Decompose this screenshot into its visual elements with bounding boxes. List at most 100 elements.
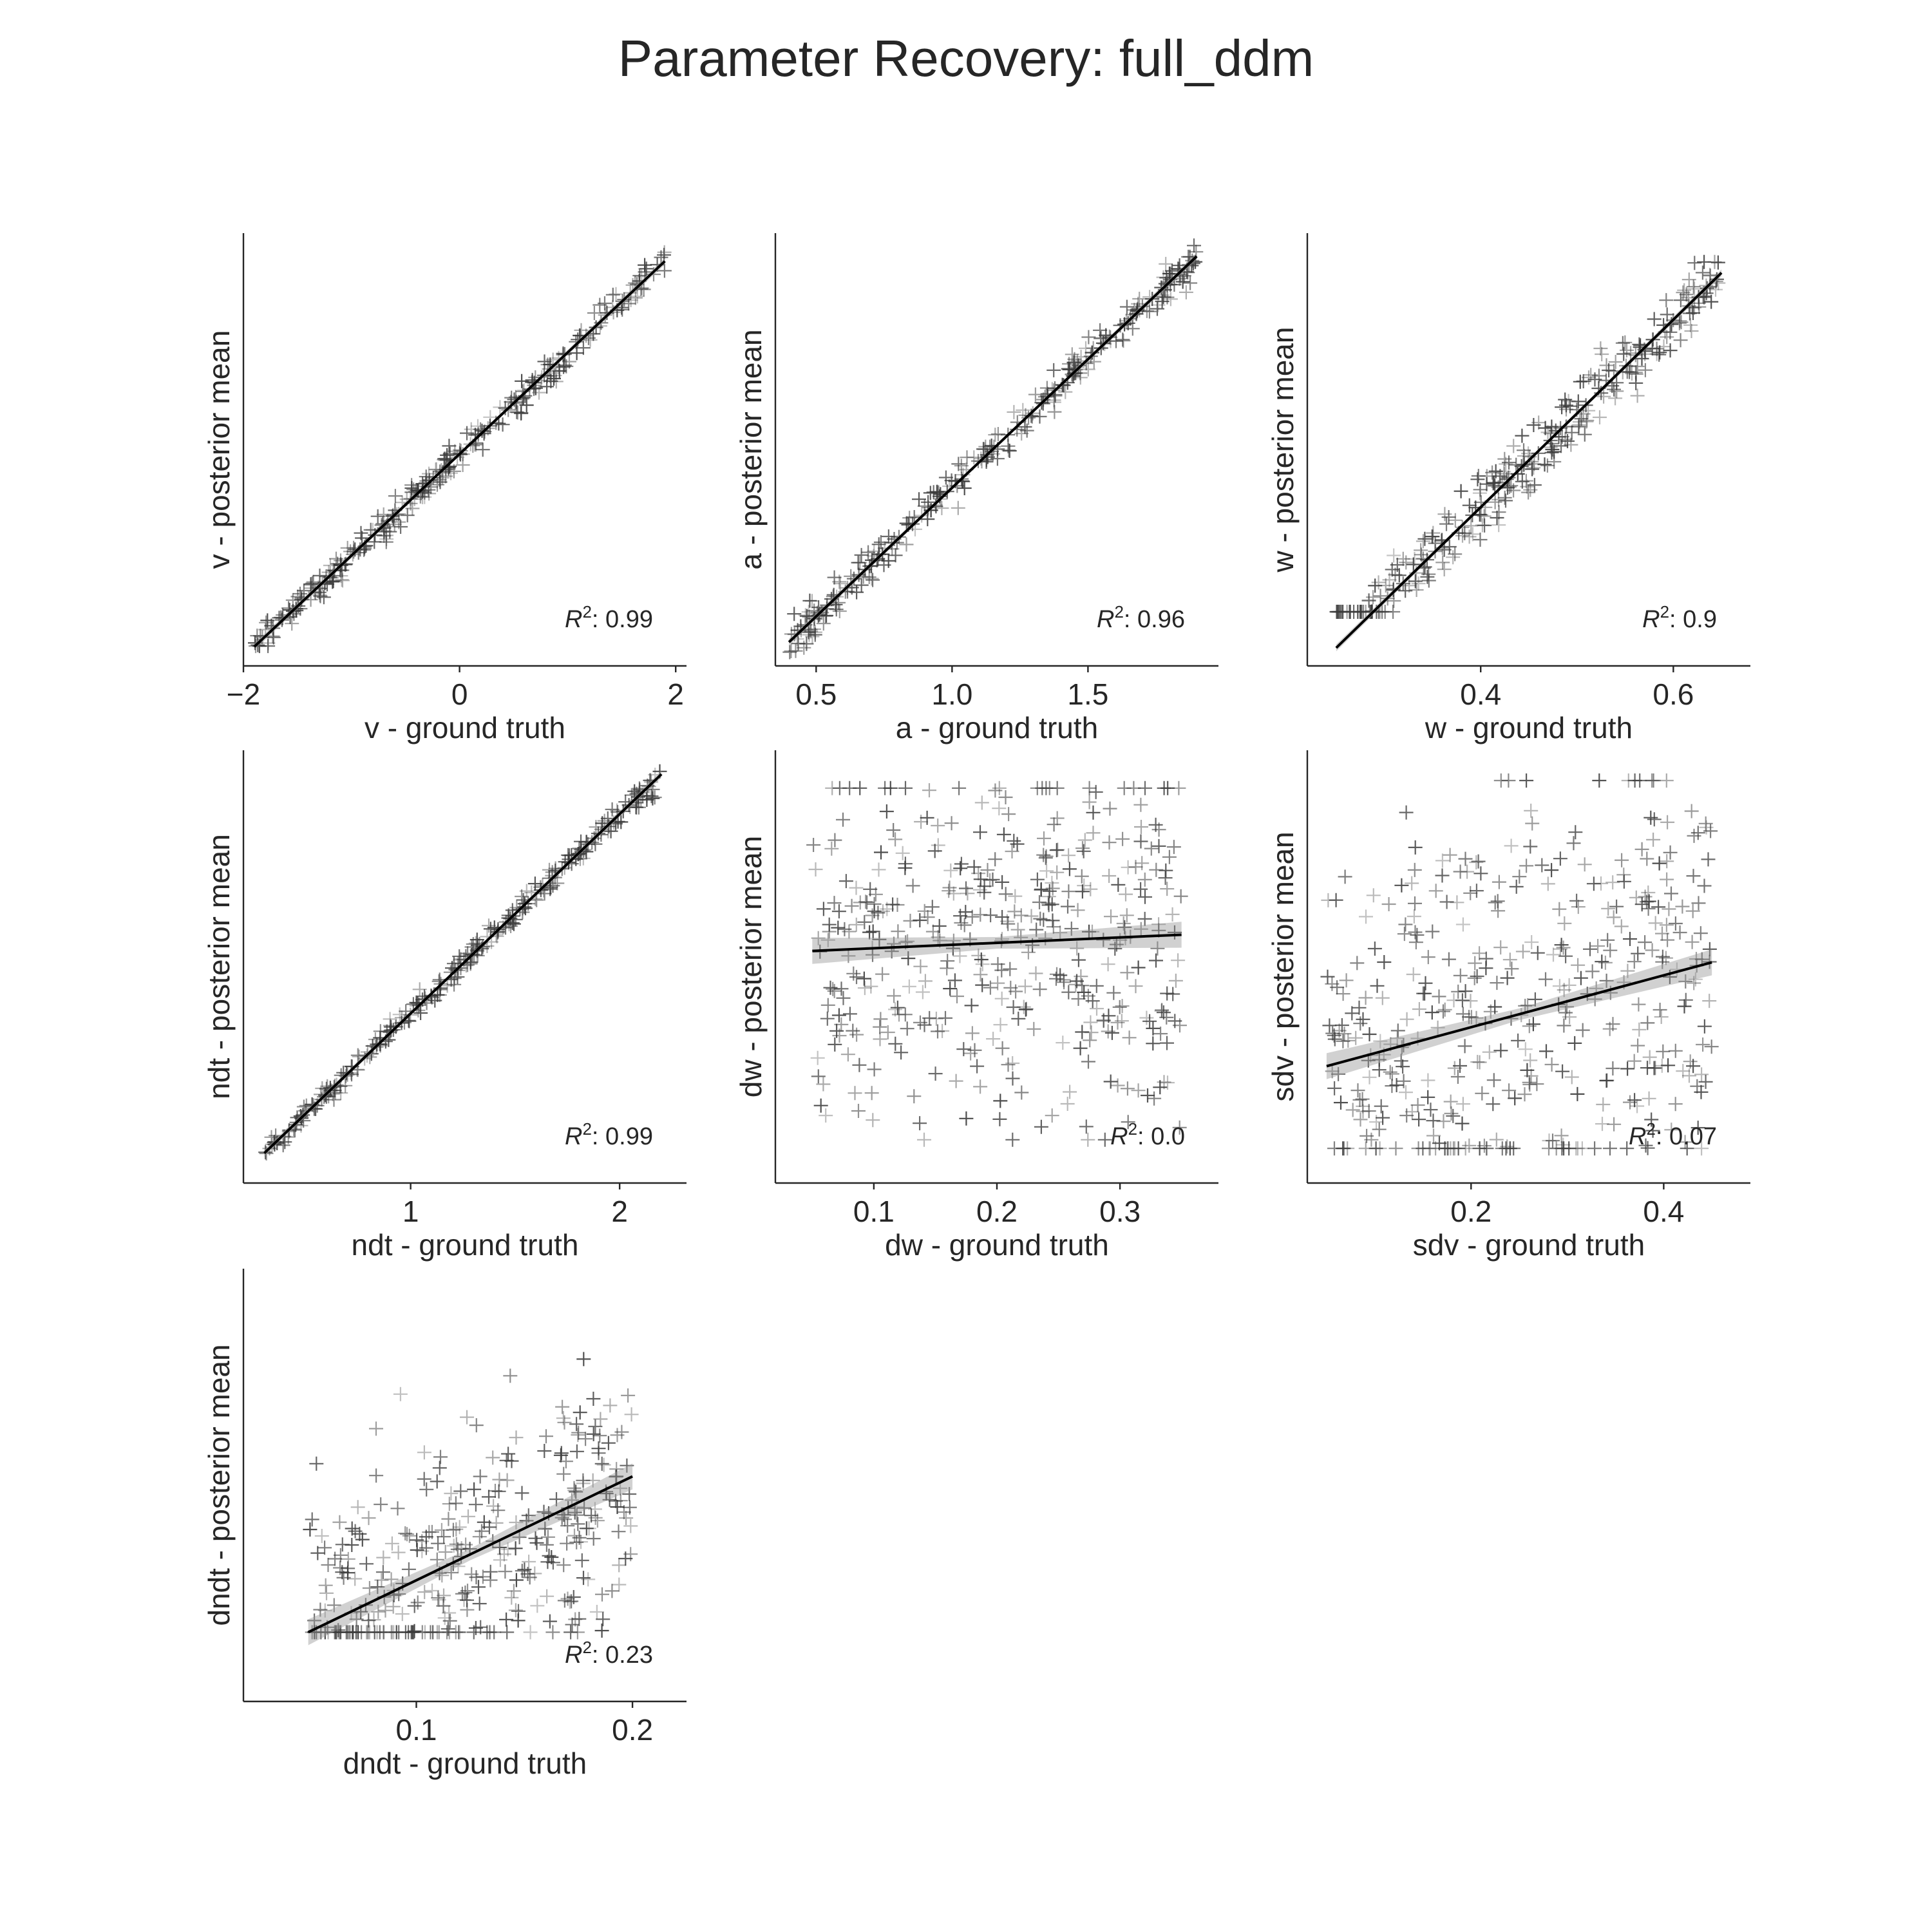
dw-data-point xyxy=(1083,1015,1098,1030)
dw-data-point xyxy=(1005,1132,1020,1147)
sdv-x-axis-label: sdv - ground truth xyxy=(1413,1228,1645,1262)
sdv-data-point xyxy=(1686,869,1701,884)
sdv-data-point xyxy=(1703,824,1718,838)
sdv-data-point xyxy=(1555,1064,1570,1079)
sdv-data-point xyxy=(1544,1057,1559,1072)
sdv-data-point xyxy=(1603,1141,1617,1156)
w-data-point xyxy=(1442,540,1457,554)
a-data-point xyxy=(873,535,888,549)
dndt-data-point xyxy=(569,1508,584,1522)
dndt-data-point xyxy=(457,1593,471,1607)
dndt-data-point xyxy=(500,1542,515,1557)
dw-data-point xyxy=(1082,924,1096,939)
dw-data-point xyxy=(949,1074,963,1088)
dndt-data-point xyxy=(430,1552,444,1567)
sdv-data-point xyxy=(1668,1043,1683,1058)
a-data-point xyxy=(851,555,866,570)
w-data-point xyxy=(1558,392,1573,407)
sdv-data-point xyxy=(1697,1019,1712,1034)
sdv-data-point xyxy=(1490,976,1504,990)
w-data-point xyxy=(1387,548,1401,563)
w-data-point xyxy=(1490,511,1504,525)
sdv-data-point xyxy=(1470,1055,1485,1069)
sdv-data-point xyxy=(1421,950,1435,965)
sdv-data-point xyxy=(1647,1061,1662,1075)
sdv-data-point xyxy=(1554,1128,1569,1143)
dw-data-point xyxy=(1157,1075,1171,1090)
dw-data-point xyxy=(819,1108,833,1123)
dndt-scatter-points xyxy=(303,1352,639,1640)
dndt-data-point xyxy=(540,1589,554,1604)
dw-data-point xyxy=(902,979,916,994)
dw-data-point xyxy=(841,949,856,963)
dw-data-point xyxy=(1001,916,1016,931)
dndt-data-point xyxy=(318,1578,333,1593)
w-data-point xyxy=(1475,518,1490,533)
dw-data-point xyxy=(900,1021,914,1036)
sdv-data-point xyxy=(1659,918,1674,933)
dndt-data-point xyxy=(612,1577,627,1592)
dw-data-point xyxy=(851,1104,866,1118)
dw-data-point xyxy=(1160,882,1175,896)
dw-data-point xyxy=(1149,953,1163,968)
w-data-point xyxy=(1492,505,1506,520)
dw-data-point xyxy=(837,922,852,936)
sdv-data-point xyxy=(1432,989,1446,1004)
w-data-point xyxy=(1399,555,1414,570)
dndt-data-point xyxy=(431,1536,446,1551)
w-data-point xyxy=(1492,518,1506,533)
dndt-data-point xyxy=(482,1625,497,1640)
sdv-data-point xyxy=(1539,1044,1553,1059)
dw-data-point xyxy=(925,924,940,939)
w-data-point xyxy=(1580,413,1595,428)
sdv-data-point xyxy=(1640,851,1654,866)
dndt-data-point xyxy=(569,1417,584,1432)
dw-data-point xyxy=(1070,903,1085,918)
sdv-data-point xyxy=(1396,1074,1411,1088)
dw-data-point xyxy=(938,1010,952,1025)
ndt-data-point xyxy=(578,842,592,857)
dw-data-point xyxy=(1173,889,1188,904)
sdv-data-point xyxy=(1605,875,1620,890)
dw-data-point xyxy=(836,812,850,827)
dndt-data-point xyxy=(475,1569,490,1584)
dndt-data-point xyxy=(614,1425,629,1439)
w-data-point xyxy=(1608,355,1623,369)
dndt-data-point xyxy=(567,1481,582,1495)
dndt-y-axis-label: dndt - posterior mean xyxy=(202,1344,236,1625)
dndt-data-point xyxy=(573,1405,587,1420)
w-data-point xyxy=(1373,589,1388,603)
dw-data-point xyxy=(864,979,878,994)
dndt-regression-line xyxy=(307,1475,633,1634)
dndt-data-point xyxy=(553,1448,568,1463)
sdv-data-point xyxy=(1463,994,1478,1009)
w-data-point xyxy=(1634,351,1649,366)
dw-data-point xyxy=(1073,1041,1088,1056)
a-data-point xyxy=(1070,354,1084,368)
dw-data-point xyxy=(990,976,1005,990)
sdv-data-point xyxy=(1325,1026,1340,1041)
dw-data-point xyxy=(820,998,835,1012)
dw-data-point xyxy=(873,1019,887,1034)
sdv-data-point xyxy=(1515,944,1530,959)
sdv-data-point xyxy=(1524,935,1539,949)
sdv-data-point xyxy=(1663,845,1678,860)
a-data-point xyxy=(799,636,814,651)
dndt-data-point xyxy=(407,1598,422,1613)
dndt-data-point xyxy=(571,1517,585,1531)
w-data-point xyxy=(1425,529,1440,544)
w-data-point xyxy=(1609,375,1624,390)
dndt-data-point xyxy=(425,1584,439,1598)
dw-data-point xyxy=(831,904,846,919)
sdv-data-point xyxy=(1453,1059,1467,1073)
dw-data-point xyxy=(913,1116,927,1131)
dndt-data-point xyxy=(417,1445,431,1460)
dndt-data-point xyxy=(560,1591,575,1606)
dw-data-point xyxy=(1010,837,1025,851)
sdv-data-point xyxy=(1571,958,1586,972)
subplot-dw: 0.1 0.2 0.3dw - ground truth dw - posterior… xyxy=(734,750,1218,1262)
sdv-data-point xyxy=(1345,1006,1359,1021)
dw-data-point xyxy=(973,907,988,922)
a-data-point xyxy=(846,571,861,586)
dndt-data-point xyxy=(384,1572,399,1587)
